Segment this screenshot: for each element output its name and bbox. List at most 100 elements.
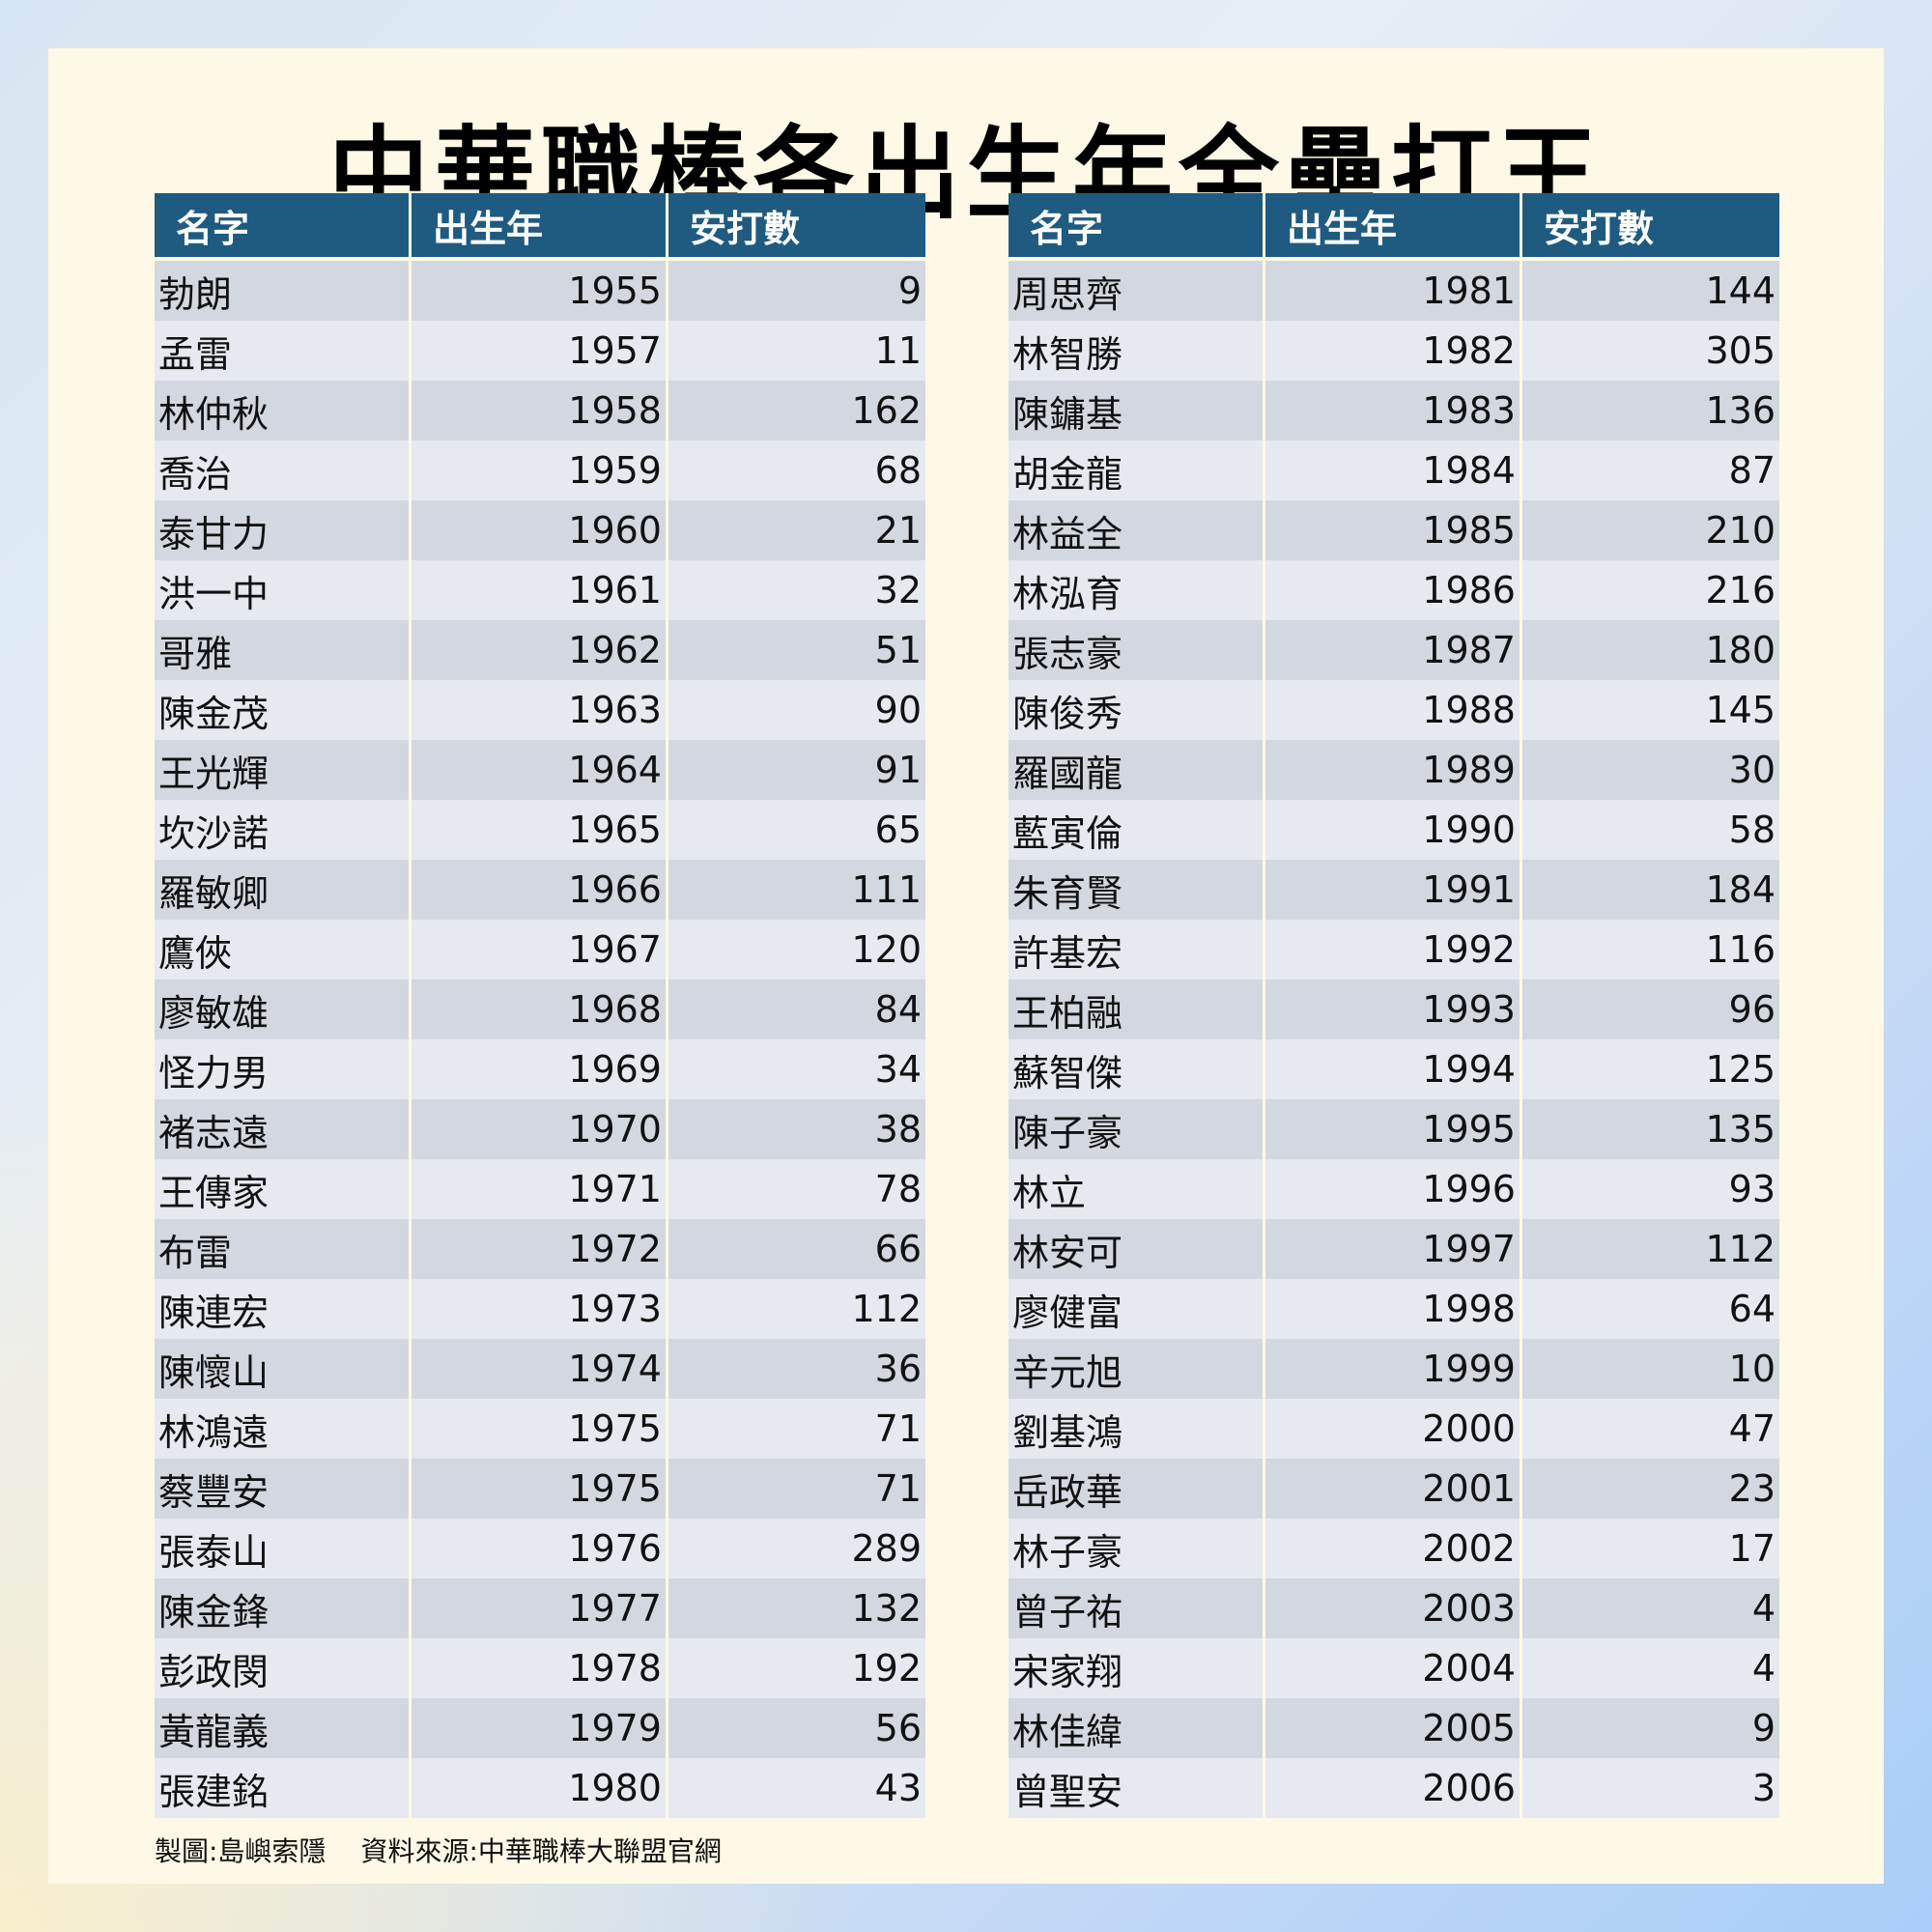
cell-year: 1974	[412, 1339, 668, 1399]
cell-year: 1964	[412, 740, 668, 800]
cell-year: 1980	[412, 1758, 668, 1818]
cell-year: 2004	[1265, 1638, 1522, 1698]
footer-credit: 製圖:島嶼索隱	[155, 1835, 327, 1867]
cell-hits: 78	[668, 1159, 925, 1219]
cell-hits: 132	[668, 1578, 925, 1638]
header-year: 出生年	[412, 193, 668, 261]
cell-year: 1981	[1265, 261, 1522, 321]
table-row: 廖健富 1998 64	[1009, 1279, 1779, 1339]
cell-year: 2000	[1265, 1399, 1522, 1459]
cell-name: 褚志遠	[155, 1099, 412, 1159]
cell-year: 1957	[412, 321, 668, 381]
cell-year: 2005	[1265, 1698, 1522, 1758]
cell-name: 林智勝	[1009, 321, 1265, 381]
cell-hits: 289	[668, 1519, 925, 1578]
table-row: 宋家翔 2004 4	[1009, 1638, 1779, 1698]
table-row: 泰甘力 1960 21	[155, 500, 925, 560]
footer-source: 資料來源:中華職棒大聯盟官網	[360, 1835, 722, 1867]
cell-hits: 4	[1522, 1578, 1779, 1638]
cell-name: 曾聖安	[1009, 1758, 1265, 1818]
cell-name: 朱育賢	[1009, 860, 1265, 920]
table-row: 蔡豐安 1975 71	[155, 1459, 925, 1519]
table-row: 陳金鋒 1977 132	[155, 1578, 925, 1638]
cell-name: 陳金茂	[155, 680, 412, 740]
cell-hits: 30	[1522, 740, 1779, 800]
header-year: 出生年	[1265, 193, 1522, 261]
cell-name: 陳俊秀	[1009, 680, 1265, 740]
cell-hits: 4	[1522, 1638, 1779, 1698]
table-row: 林益全 1985 210	[1009, 500, 1779, 560]
cell-name: 岳政華	[1009, 1459, 1265, 1519]
cell-name: 陳連宏	[155, 1279, 412, 1339]
cell-hits: 21	[668, 500, 925, 560]
cell-name: 怪力男	[155, 1039, 412, 1099]
header-hits: 安打數	[1522, 193, 1779, 261]
cell-hits: 184	[1522, 860, 1779, 920]
cell-hits: 116	[1522, 920, 1779, 980]
cell-name: 林鴻遠	[155, 1399, 412, 1459]
cell-year: 1979	[412, 1698, 668, 1758]
cell-year: 2003	[1265, 1578, 1522, 1638]
cell-name: 陳鏞基	[1009, 381, 1265, 440]
cell-name: 林子豪	[1009, 1519, 1265, 1578]
table-row: 王光輝 1964 91	[155, 740, 925, 800]
cell-hits: 51	[668, 620, 925, 680]
cell-name: 蔡豐安	[155, 1459, 412, 1519]
cell-year: 1993	[1265, 980, 1522, 1039]
table-row: 岳政華 2001 23	[1009, 1459, 1779, 1519]
table-row: 褚志遠 1970 38	[155, 1099, 925, 1159]
cell-year: 1986	[1265, 560, 1522, 620]
table-row: 林安可 1997 112	[1009, 1219, 1779, 1279]
cell-year: 1969	[412, 1039, 668, 1099]
infographic-card: 中華職棒各出生年全壘打王 名字 出生年 安打數 勃朗 1955 9 孟雷 1957 11 林…	[48, 48, 1884, 1884]
table-row: 王傳家 1971 78	[155, 1159, 925, 1219]
cell-name: 曾子祐	[1009, 1578, 1265, 1638]
cell-name: 宋家翔	[1009, 1638, 1265, 1698]
cell-name: 王光輝	[155, 740, 412, 800]
table-row: 陳俊秀 1988 145	[1009, 680, 1779, 740]
cell-hits: 32	[668, 560, 925, 620]
cell-hits: 65	[668, 800, 925, 860]
cell-hits: 210	[1522, 500, 1779, 560]
cell-year: 1976	[412, 1519, 668, 1578]
table-row: 林仲秋 1958 162	[155, 381, 925, 440]
table-row: 勃朗 1955 9	[155, 261, 925, 321]
table-row: 林佳緯 2005 9	[1009, 1698, 1779, 1758]
cell-hits: 305	[1522, 321, 1779, 381]
header-name: 名字	[1009, 193, 1265, 261]
table-left: 名字 出生年 安打數 勃朗 1955 9 孟雷 1957 11 林仲秋 1958 162 喬治 19…	[155, 193, 925, 1818]
cell-hits: 66	[668, 1219, 925, 1279]
cell-hits: 34	[668, 1039, 925, 1099]
cell-year: 1975	[412, 1399, 668, 1459]
cell-name: 羅敏卿	[155, 860, 412, 920]
table-row: 陳鏞基 1983 136	[1009, 381, 1779, 440]
cell-name: 哥雅	[155, 620, 412, 680]
cell-year: 1990	[1265, 800, 1522, 860]
table-row: 蘇智傑 1994 125	[1009, 1039, 1779, 1099]
cell-year: 1955	[412, 261, 668, 321]
cell-name: 林仲秋	[155, 381, 412, 440]
table-row: 胡金龍 1984 87	[1009, 440, 1779, 500]
table-row: 周思齊 1981 144	[1009, 261, 1779, 321]
cell-year: 2002	[1265, 1519, 1522, 1578]
cell-year: 1983	[1265, 381, 1522, 440]
cell-hits: 71	[668, 1459, 925, 1519]
header-name: 名字	[155, 193, 412, 261]
cell-hits: 9	[1522, 1698, 1779, 1758]
table-row: 朱育賢 1991 184	[1009, 860, 1779, 920]
cell-year: 1995	[1265, 1099, 1522, 1159]
cell-hits: 9	[668, 261, 925, 321]
cell-year: 1965	[412, 800, 668, 860]
table-header-row: 名字 出生年 安打數	[1009, 193, 1779, 261]
table-row: 藍寅倫 1990 58	[1009, 800, 1779, 860]
cell-hits: 64	[1522, 1279, 1779, 1339]
cell-hits: 180	[1522, 620, 1779, 680]
cell-year: 1960	[412, 500, 668, 560]
table-row: 張泰山 1976 289	[155, 1519, 925, 1578]
cell-year: 1961	[412, 560, 668, 620]
cell-year: 2001	[1265, 1459, 1522, 1519]
cell-year: 1963	[412, 680, 668, 740]
table-row: 林智勝 1982 305	[1009, 321, 1779, 381]
cell-name: 廖敏雄	[155, 980, 412, 1039]
cell-name: 許基宏	[1009, 920, 1265, 980]
